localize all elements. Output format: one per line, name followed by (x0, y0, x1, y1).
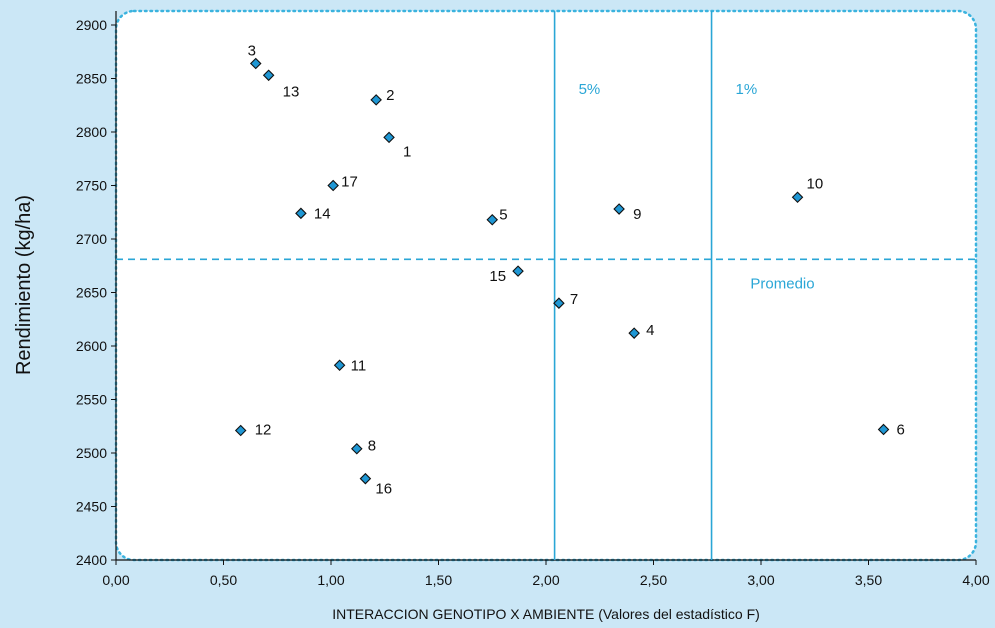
data-point-marker (553, 297, 565, 309)
y-tick-label: 2900 (76, 17, 107, 33)
data-point-label: 13 (283, 83, 300, 100)
reference-line-label: 5% (579, 81, 601, 98)
x-tick-label: 1,50 (425, 572, 452, 588)
data-point-label: 7 (570, 291, 578, 308)
data-points: 3 13 2 1 17 14 5 9 10 15 7 4 11 12 6 8 16 (234, 43, 905, 498)
x-tick-label: 1,00 (317, 572, 344, 588)
data-point-label: 11 (351, 357, 367, 374)
x-tick-label: 0,00 (102, 572, 129, 588)
y-tick-label: 2800 (76, 124, 107, 140)
y-tick-label: 2700 (76, 231, 107, 247)
data-point-label: 9 (633, 206, 641, 223)
x-tick-label: 2,00 (532, 572, 559, 588)
data-point-marker (249, 57, 262, 70)
data-point-label: 6 (897, 421, 905, 438)
data-point-marker (628, 327, 640, 339)
data-point-label: 14 (314, 205, 331, 222)
x-tick-label: 4,00 (962, 572, 989, 588)
reference-lines: 5% 1% Promedio (116, 11, 976, 560)
y-tick-label: 2650 (76, 285, 107, 301)
y-tick-label: 2450 (76, 499, 107, 515)
y-tick-label: 2400 (76, 552, 107, 568)
data-point-marker (486, 213, 499, 226)
data-point-label: 2 (386, 87, 394, 104)
y-axis-label: Rendimiento (kg/ha) (13, 195, 35, 375)
x-axis-label: INTERACCION GENOTIPO X AMBIENTE (Valores… (332, 606, 760, 622)
data-point-marker (512, 265, 524, 277)
data-point-marker (327, 179, 339, 192)
y-tick-label: 2750 (76, 178, 107, 194)
data-point-label: 3 (248, 43, 256, 60)
data-point-marker (295, 207, 307, 220)
data-point-marker (613, 203, 625, 215)
plot-area-background (114, 9, 978, 562)
data-point-label: 8 (368, 438, 376, 455)
y-tick-label: 2850 (76, 71, 107, 87)
y-tick-label: 2500 (76, 445, 107, 461)
data-point-label: 16 (375, 481, 392, 498)
x-tick-label: 3,50 (855, 572, 882, 588)
axis-ticks: 0,00 0,50 1,00 1,50 2,00 2,50 3,00 3,50 4,00 2400… (76, 17, 990, 588)
data-point-marker (262, 69, 275, 82)
x-tick-label: 3,00 (747, 572, 774, 588)
reference-line-label: Promedio (750, 275, 814, 292)
data-point-label: 12 (255, 422, 272, 439)
data-point-marker (234, 424, 247, 437)
data-point-label: 5 (499, 207, 507, 224)
data-point-marker (370, 94, 382, 106)
data-point-marker (359, 472, 372, 485)
data-point-label: 15 (489, 268, 506, 285)
data-point-label: 4 (646, 322, 654, 339)
y-tick-label: 2550 (76, 392, 107, 408)
data-point-label: 10 (807, 175, 824, 192)
data-point-marker (333, 359, 346, 372)
x-tick-label: 2,50 (640, 572, 667, 588)
data-point-label: 17 (341, 174, 358, 191)
x-tick-label: 0,50 (210, 572, 237, 588)
data-point-label: 1 (403, 143, 411, 160)
data-point-marker (351, 442, 363, 455)
data-point-marker (877, 423, 890, 436)
data-point-marker (383, 131, 395, 144)
data-point-marker (791, 191, 804, 204)
y-tick-label: 2600 (76, 338, 107, 354)
reference-line-label: 1% (736, 81, 758, 98)
